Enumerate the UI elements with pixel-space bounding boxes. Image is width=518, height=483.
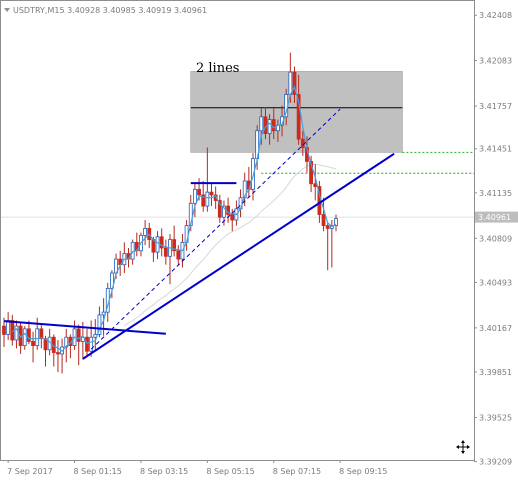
candle [296,74,301,145]
bear-candle-body [217,200,222,218]
candle [325,222,330,271]
candle [31,331,35,363]
y-axis-tick-label: 3.42408 [479,11,512,20]
candle [321,197,326,232]
y-axis-tick-label: 3.41451 [479,145,512,154]
y-axis-tick-label: 3.41135 [479,189,512,198]
bear-candle-body [31,341,35,346]
bull-candle-body [259,116,264,132]
candle [205,147,210,212]
bear-candle-body [321,214,326,227]
x-axis-tick-label: 8 Sep 01:15 [74,467,122,476]
y-axis-tick-label: 3.39525 [479,413,512,422]
resistance-zone-rect[interactable] [190,71,403,153]
bear-candle-body [2,325,6,335]
bear-candle-body [201,194,206,207]
bear-candle-body [230,214,235,221]
y-axis-tick-label: 3.39851 [479,368,512,377]
bull-candle-body [6,320,11,335]
candle [76,324,81,366]
bull-candle-body [110,272,114,289]
bull-candle-body [288,71,293,95]
crosshair-move-icon[interactable] [456,440,470,454]
y-axis-tick-label: 3.41757 [479,102,512,111]
bull-candle-body [14,325,19,341]
candle [22,326,27,350]
candle [172,225,177,257]
bear-candle-body [292,71,297,95]
y-axis-tick-label: 3.42083 [479,57,512,66]
x-axis-tick-label: 8 Sep 07:15 [273,467,321,476]
dashed-trendline[interactable] [90,108,341,350]
bear-candle-body [300,138,305,148]
candle [192,183,197,218]
candle [176,245,181,265]
y-axis-tick-label: 3.39209 [479,458,512,467]
trendline[interactable] [3,320,166,335]
candle [143,220,148,246]
bear-candle-body [325,225,330,229]
x-axis-tick-label: 7 Sep 2017 [7,467,53,476]
candle [39,324,44,349]
bear-candle-body [163,247,168,257]
candle [309,155,314,193]
bull-candle-body [222,205,226,218]
bear-candle-body [56,352,60,355]
candle [6,312,11,341]
candle [110,270,114,299]
bear-candle-body [26,328,31,342]
bull-candle-body [22,328,27,346]
candle [209,183,214,207]
candle [271,108,276,140]
trendline[interactable] [82,152,395,360]
symbol-header: USDTRY,M15 3.40928 3.40985 3.40919 3.409… [13,6,207,15]
bear-candle-body [39,328,44,340]
bear-candle-body [85,336,89,352]
candle [334,214,338,232]
bear-candle-body [159,236,164,249]
candle [267,114,272,145]
candle [217,194,222,223]
bear-candle-body [296,94,301,140]
triangle-down-icon[interactable] [4,8,10,12]
bull-candle-body [130,241,135,260]
y-axis-tick-label: 3.40493 [479,278,512,287]
bear-candle-body [263,116,268,134]
x-axis-tick-label: 8 Sep 09:15 [339,467,387,476]
x-axis-tick-label: 8 Sep 03:15 [140,467,188,476]
bull-candle-body [89,336,94,352]
bull-candle-body [267,119,272,134]
candle [89,320,94,357]
candle [2,317,6,347]
bear-candle-body [76,328,81,342]
bear-candle-body [209,191,214,196]
y-axis-tick-label: 3.40809 [479,234,512,243]
y-axis-tick-label: 3.40167 [479,324,512,333]
bull-candle-body [192,188,197,204]
current-price-box [475,211,518,223]
bear-candle-body [309,161,314,185]
candle [159,228,164,257]
fast-moving-average-line [11,85,337,353]
bear-candle-body [172,239,177,252]
bear-candle-body [151,239,156,253]
bear-candle-body [197,188,201,196]
bull-candle-body [35,328,40,346]
bull-candle-body [205,191,210,207]
candle [163,239,168,265]
slow-moving-average-line [124,163,337,327]
bull-candle-body [334,218,338,227]
bear-candle-body [176,250,181,260]
bull-candle-body [155,236,160,253]
bull-candle-body [143,228,148,236]
current-price-label: 3.40961 [478,213,511,222]
candle [56,340,60,373]
x-axis-tick-label: 8 Sep 05:15 [206,467,254,476]
candle [292,66,297,103]
zone-annotation-label: 2 lines [196,61,239,76]
candle [26,320,31,345]
bear-candle-body [271,119,276,132]
